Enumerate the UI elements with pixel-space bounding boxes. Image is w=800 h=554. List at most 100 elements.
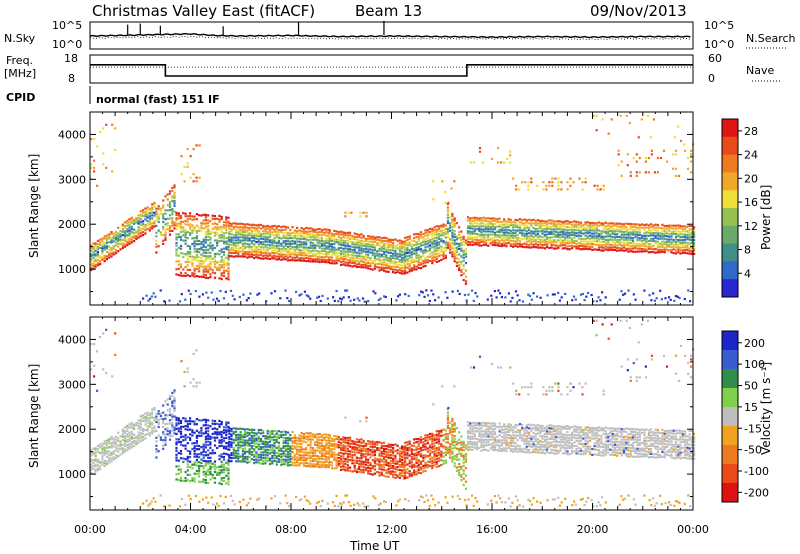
power-cell xyxy=(305,252,308,255)
power-cell xyxy=(209,238,212,241)
velocity-cell xyxy=(235,455,238,458)
power-cell xyxy=(404,266,407,269)
velocity-cell xyxy=(244,439,247,442)
freq-line xyxy=(90,64,693,77)
power-cell xyxy=(647,245,650,248)
velocity-cell xyxy=(189,419,192,423)
power-cell xyxy=(426,242,429,245)
power-cell xyxy=(151,214,154,217)
power-cell xyxy=(482,216,485,219)
power-cell xyxy=(355,241,358,245)
power-cell xyxy=(130,241,133,244)
power-cell xyxy=(514,229,517,232)
power-cell xyxy=(433,248,436,251)
power-cell xyxy=(282,225,285,228)
power-cell xyxy=(114,127,117,130)
velocity-cell xyxy=(200,446,203,449)
power-cell xyxy=(291,236,294,239)
power-cell xyxy=(216,244,219,247)
power-cell xyxy=(677,230,680,233)
power-cell xyxy=(148,226,151,229)
power-cell xyxy=(413,266,416,269)
power-cell xyxy=(280,226,283,229)
velocity-cell xyxy=(155,436,158,439)
power-cell xyxy=(347,211,350,214)
velocity-cell xyxy=(175,443,178,446)
power-cell xyxy=(622,293,625,296)
power-cell xyxy=(670,235,673,238)
velocity-cell xyxy=(222,452,226,455)
power-cell xyxy=(333,249,336,252)
power-cell xyxy=(663,237,666,240)
power-cell xyxy=(392,260,395,263)
power-cell xyxy=(328,229,331,232)
velocity-cell xyxy=(237,460,240,463)
velocity-cell xyxy=(289,455,292,458)
power-cell xyxy=(344,234,347,237)
power-cell xyxy=(262,224,265,228)
power-cell xyxy=(643,244,646,247)
velocity-cell xyxy=(166,414,169,417)
power-cell xyxy=(598,229,601,232)
power-cell xyxy=(291,256,294,259)
power-cell xyxy=(362,255,365,258)
power-cell xyxy=(559,226,562,229)
power-cell xyxy=(222,263,226,266)
power-cell xyxy=(204,213,207,216)
power-cell xyxy=(202,243,205,246)
power-cell xyxy=(177,254,180,257)
power-cell xyxy=(561,225,564,228)
power-cell xyxy=(209,220,212,223)
velocity-cell xyxy=(184,479,187,482)
velocity-cell xyxy=(110,452,113,455)
power-cell xyxy=(264,257,267,260)
power-cell xyxy=(298,251,301,255)
power-cell xyxy=(349,240,352,243)
velocity-cell xyxy=(92,467,95,470)
velocity-cell xyxy=(135,442,138,446)
power-cell xyxy=(220,272,223,275)
power-cell xyxy=(103,237,106,240)
power-cell xyxy=(620,238,623,241)
power-cell xyxy=(392,262,395,265)
power-cell xyxy=(222,253,226,256)
power-cell xyxy=(385,237,388,240)
velocity-cell xyxy=(148,434,151,437)
power-cell xyxy=(413,244,416,247)
velocity-cell xyxy=(316,465,319,468)
power-cell xyxy=(373,265,377,268)
velocity-cell xyxy=(349,458,352,462)
power-cell xyxy=(421,291,424,294)
power-cell xyxy=(230,228,233,231)
power-cell xyxy=(573,236,576,239)
power-cell xyxy=(330,245,334,248)
power-cell xyxy=(656,232,659,235)
power-cell xyxy=(451,255,454,258)
velocity-cell xyxy=(101,460,104,464)
velocity-cell xyxy=(164,428,167,431)
power-cell xyxy=(383,267,386,270)
power-cell xyxy=(645,231,648,234)
velocity-cell xyxy=(259,442,262,445)
velocity-cell xyxy=(92,459,95,462)
power-cell xyxy=(451,218,454,221)
power-cell xyxy=(438,252,441,255)
power-cell xyxy=(218,234,221,237)
velocity-cell xyxy=(184,444,187,447)
power-cell xyxy=(273,252,276,255)
velocity-cell xyxy=(153,406,156,410)
power-cell xyxy=(589,226,592,229)
power-cell xyxy=(367,245,370,248)
power-cell xyxy=(213,276,217,279)
velocity-cell xyxy=(110,436,113,439)
power-cell xyxy=(189,247,192,250)
power-cell xyxy=(202,251,205,254)
power-cell xyxy=(460,247,463,250)
power-cell xyxy=(449,240,452,243)
power-cell xyxy=(358,239,361,242)
power-cell xyxy=(186,162,189,165)
power-cell xyxy=(561,235,564,238)
power-cell xyxy=(355,239,358,242)
velocity-cell xyxy=(220,430,223,433)
power-cell xyxy=(277,249,281,252)
